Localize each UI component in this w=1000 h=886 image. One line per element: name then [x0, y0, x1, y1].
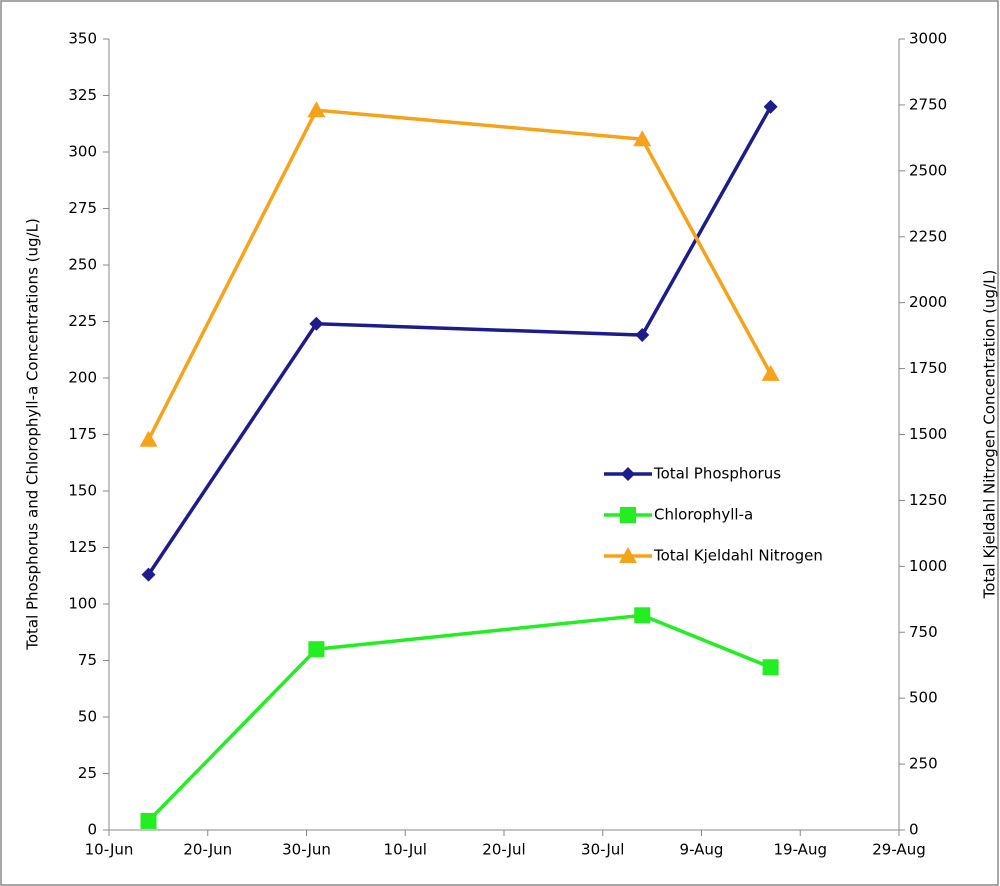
y2-tick-label: 250	[909, 755, 938, 773]
legend-marker	[620, 507, 636, 523]
y-tick-label: 100	[68, 595, 97, 613]
series-line	[146, 108, 773, 441]
data-point	[140, 812, 157, 829]
data-point	[139, 430, 158, 447]
data-point	[309, 316, 324, 331]
legend-label: Total Phosphorus	[653, 465, 781, 483]
y-tick-label: 275	[68, 199, 97, 217]
legend-label: Chlorophyll-a	[654, 506, 753, 524]
y-tick-label: 200	[68, 369, 97, 387]
data-point	[308, 641, 325, 658]
y2-tick-label: 2000	[909, 293, 947, 311]
data-point	[307, 101, 326, 118]
y2-tick-label: 1500	[909, 425, 947, 443]
x-tick-label: 9-Aug	[680, 841, 724, 859]
legend-marker	[621, 467, 635, 481]
y2-tick-label: 3000	[909, 30, 947, 48]
data-point	[635, 328, 650, 343]
y-tick-label: 150	[68, 482, 97, 500]
y-tick-label: 50	[78, 708, 97, 726]
data-point	[762, 659, 779, 676]
y-tick-label: 250	[68, 256, 97, 274]
series-line	[147, 105, 773, 576]
y2-tick-label: 1250	[909, 491, 947, 509]
x-tick-label: 30-Jun	[282, 841, 331, 859]
y-tick-label: 300	[68, 143, 97, 161]
y2-tick-label: 500	[909, 689, 938, 707]
y2-tick-label: 2500	[909, 161, 947, 179]
legend-label: Total Kjeldahl Nitrogen	[653, 547, 823, 565]
y2-tick-label: 0	[909, 821, 919, 839]
y-axis-title: Total Phosphorus and Chlorophyll-a Conce…	[24, 218, 42, 651]
x-tick-label: 19-Aug	[774, 841, 827, 859]
data-point	[633, 130, 652, 147]
y-tick-label: 0	[87, 821, 97, 839]
data-point	[761, 364, 780, 381]
y2-axis-title: Total Kjeldahl Nitrogen Concentration (u…	[981, 270, 999, 600]
y-tick-label: 225	[68, 312, 97, 330]
y-tick-label: 75	[78, 651, 97, 669]
y2-tick-label: 750	[909, 623, 938, 641]
x-tick-label: 10-Jul	[384, 841, 427, 859]
y2-tick-label: 1750	[909, 359, 947, 377]
x-tick-label: 30-Jul	[581, 841, 624, 859]
data-point	[634, 607, 651, 624]
x-tick-label: 10-Jun	[85, 841, 134, 859]
y-tick-label: 350	[68, 30, 97, 48]
x-tick-label: 29-Aug	[872, 841, 925, 859]
y-tick-label: 25	[78, 764, 97, 782]
y2-tick-label: 1000	[909, 557, 947, 575]
x-tick-label: 20-Jul	[482, 841, 525, 859]
y-tick-label: 175	[68, 425, 97, 443]
data-point	[141, 567, 156, 582]
series-line	[147, 613, 772, 823]
y-tick-label: 325	[68, 86, 97, 104]
legend-marker	[619, 547, 637, 563]
x-tick-label: 20-Jun	[183, 841, 232, 859]
y2-tick-label: 2250	[909, 227, 947, 245]
y-tick-label: 125	[68, 538, 97, 556]
y2-tick-label: 2750	[909, 95, 947, 113]
data-point	[763, 99, 778, 114]
